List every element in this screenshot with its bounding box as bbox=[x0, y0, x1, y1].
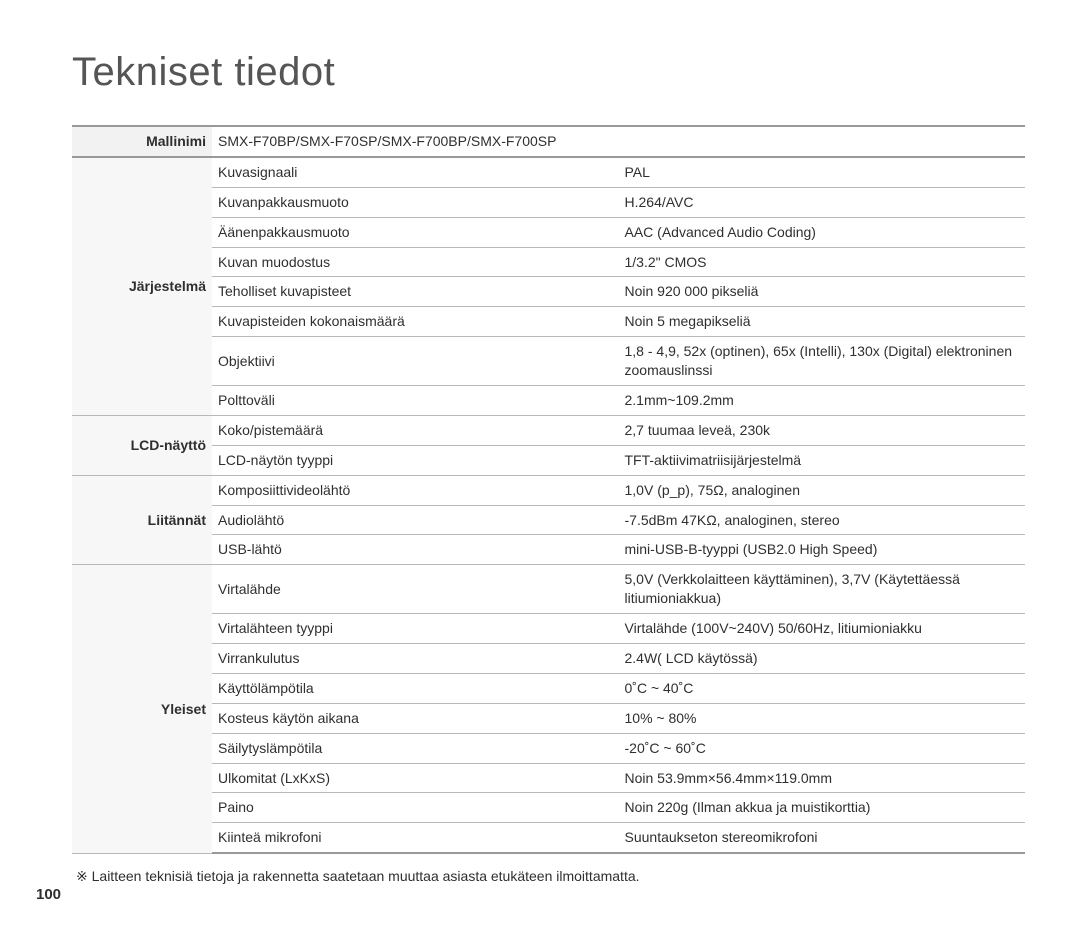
spec-name: Audiolähtö bbox=[212, 505, 619, 535]
spec-value: H.264/AVC bbox=[619, 187, 1026, 217]
table-row: Kuvan muodostus1/3.2" CMOS bbox=[72, 247, 1025, 277]
table-row: Säilytyslämpötila-20˚C ~ 60˚C bbox=[72, 733, 1025, 763]
spec-name: Kiinteä mikrofoni bbox=[212, 823, 619, 853]
spec-value: 2.4W( LCD käytössä) bbox=[619, 644, 1026, 674]
table-row: ÄänenpakkausmuotoAAC (Advanced Audio Cod… bbox=[72, 217, 1025, 247]
section-label: Järjestelmä bbox=[72, 157, 212, 416]
spec-name: Polttoväli bbox=[212, 386, 619, 416]
page-container: Tekniset tiedot Mallinimi SMX-F70BP/SMX-… bbox=[0, 0, 1080, 925]
spec-name: Virrankulutus bbox=[212, 644, 619, 674]
table-row: Virrankulutus2.4W( LCD käytössä) bbox=[72, 644, 1025, 674]
section-label: Liitännät bbox=[72, 475, 212, 565]
spec-name: Objektiivi bbox=[212, 337, 619, 386]
table-row: YleisetVirtalähde5,0V (Verkkolaitteen kä… bbox=[72, 565, 1025, 614]
spec-value: 1,8 - 4,9, 52x (optinen), 65x (Intelli),… bbox=[619, 337, 1026, 386]
spec-name: Teholliset kuvapisteet bbox=[212, 277, 619, 307]
spec-value: TFT-aktiivimatriisijärjestelmä bbox=[619, 445, 1026, 475]
table-row: Objektiivi1,8 - 4,9, 52x (optinen), 65x … bbox=[72, 337, 1025, 386]
spec-value: 2.1mm~109.2mm bbox=[619, 386, 1026, 416]
table-row: LCD-näyttöKoko/pistemäärä2,7 tuumaa leve… bbox=[72, 415, 1025, 445]
page-number: 100 bbox=[36, 886, 61, 903]
spec-table: Mallinimi SMX-F70BP/SMX-F70SP/SMX-F700BP… bbox=[72, 125, 1025, 854]
spec-value: Noin 53.9mm×56.4mm×119.0mm bbox=[619, 763, 1026, 793]
table-row: KuvanpakkausmuotoH.264/AVC bbox=[72, 187, 1025, 217]
model-label: Mallinimi bbox=[72, 126, 212, 157]
model-value: SMX-F70BP/SMX-F70SP/SMX-F700BP/SMX-F700S… bbox=[212, 126, 1025, 157]
spec-name: USB-lähtö bbox=[212, 535, 619, 565]
section-label: LCD-näyttö bbox=[72, 415, 212, 475]
table-row: Audiolähtö-7.5dBm 47KΩ, analoginen, ster… bbox=[72, 505, 1025, 535]
spec-name: Käyttölämpötila bbox=[212, 673, 619, 703]
spec-value: Noin 220g (Ilman akkua ja muistikorttia) bbox=[619, 793, 1026, 823]
spec-value: Suuntaukseton stereomikrofoni bbox=[619, 823, 1026, 853]
spec-name: Virtalähteen tyyppi bbox=[212, 614, 619, 644]
spec-value: PAL bbox=[619, 157, 1026, 187]
spec-name: Kuvapisteiden kokonaismäärä bbox=[212, 307, 619, 337]
spec-name: Virtalähde bbox=[212, 565, 619, 614]
spec-name: Koko/pistemäärä bbox=[212, 415, 619, 445]
spec-value: Noin 5 megapikseliä bbox=[619, 307, 1026, 337]
table-row: Teholliset kuvapisteetNoin 920 000 pikse… bbox=[72, 277, 1025, 307]
spec-value: -7.5dBm 47KΩ, analoginen, stereo bbox=[619, 505, 1026, 535]
spec-value: Noin 920 000 pikseliä bbox=[619, 277, 1026, 307]
spec-value: -20˚C ~ 60˚C bbox=[619, 733, 1026, 763]
spec-value: 1,0V (p_p), 75Ω, analoginen bbox=[619, 475, 1026, 505]
table-row: Kiinteä mikrofoniSuuntaukseton stereomik… bbox=[72, 823, 1025, 853]
spec-value: Virtalähde (100V~240V) 50/60Hz, litiumio… bbox=[619, 614, 1026, 644]
table-row: Ulkomitat (LxKxS)Noin 53.9mm×56.4mm×119.… bbox=[72, 763, 1025, 793]
spec-name: Kuvasignaali bbox=[212, 157, 619, 187]
table-row: PainoNoin 220g (Ilman akkua ja muistikor… bbox=[72, 793, 1025, 823]
spec-value: 10% ~ 80% bbox=[619, 703, 1026, 733]
section-label: Yleiset bbox=[72, 565, 212, 853]
spec-name: Paino bbox=[212, 793, 619, 823]
spec-name: Äänenpakkausmuoto bbox=[212, 217, 619, 247]
table-row: Polttoväli2.1mm~109.2mm bbox=[72, 386, 1025, 416]
spec-value: 2,7 tuumaa leveä, 230k bbox=[619, 415, 1026, 445]
spec-name: Komposiittivideolähtö bbox=[212, 475, 619, 505]
table-row: Käyttölämpötila0˚C ~ 40˚C bbox=[72, 673, 1025, 703]
spec-name: Ulkomitat (LxKxS) bbox=[212, 763, 619, 793]
spec-value: AAC (Advanced Audio Coding) bbox=[619, 217, 1026, 247]
table-row: Kosteus käytön aikana10% ~ 80% bbox=[72, 703, 1025, 733]
spec-name: Kosteus käytön aikana bbox=[212, 703, 619, 733]
table-row: LiitännätKomposiittivideolähtö1,0V (p_p)… bbox=[72, 475, 1025, 505]
table-row: Virtalähteen tyyppiVirtalähde (100V~240V… bbox=[72, 614, 1025, 644]
table-row: LCD-näytön tyyppiTFT-aktiivimatriisijärj… bbox=[72, 445, 1025, 475]
table-row: USB-lähtömini-USB-B-tyyppi (USB2.0 High … bbox=[72, 535, 1025, 565]
table-row: JärjestelmäKuvasignaaliPAL bbox=[72, 157, 1025, 187]
spec-value: 0˚C ~ 40˚C bbox=[619, 673, 1026, 703]
table-row: Kuvapisteiden kokonaismääräNoin 5 megapi… bbox=[72, 307, 1025, 337]
spec-value: 5,0V (Verkkolaitteen käyttäminen), 3,7V … bbox=[619, 565, 1026, 614]
spec-value: 1/3.2" CMOS bbox=[619, 247, 1026, 277]
footnote: ※ Laitteen teknisiä tietoja ja rakennett… bbox=[72, 868, 1025, 885]
spec-name: Kuvan muodostus bbox=[212, 247, 619, 277]
spec-table-body: Mallinimi SMX-F70BP/SMX-F70SP/SMX-F700BP… bbox=[72, 126, 1025, 853]
spec-value: mini-USB-B-tyyppi (USB2.0 High Speed) bbox=[619, 535, 1026, 565]
spec-name: Säilytyslämpötila bbox=[212, 733, 619, 763]
spec-name: Kuvanpakkausmuoto bbox=[212, 187, 619, 217]
page-title: Tekniset tiedot bbox=[72, 50, 1025, 95]
spec-name: LCD-näytön tyyppi bbox=[212, 445, 619, 475]
model-row: Mallinimi SMX-F70BP/SMX-F70SP/SMX-F700BP… bbox=[72, 126, 1025, 157]
